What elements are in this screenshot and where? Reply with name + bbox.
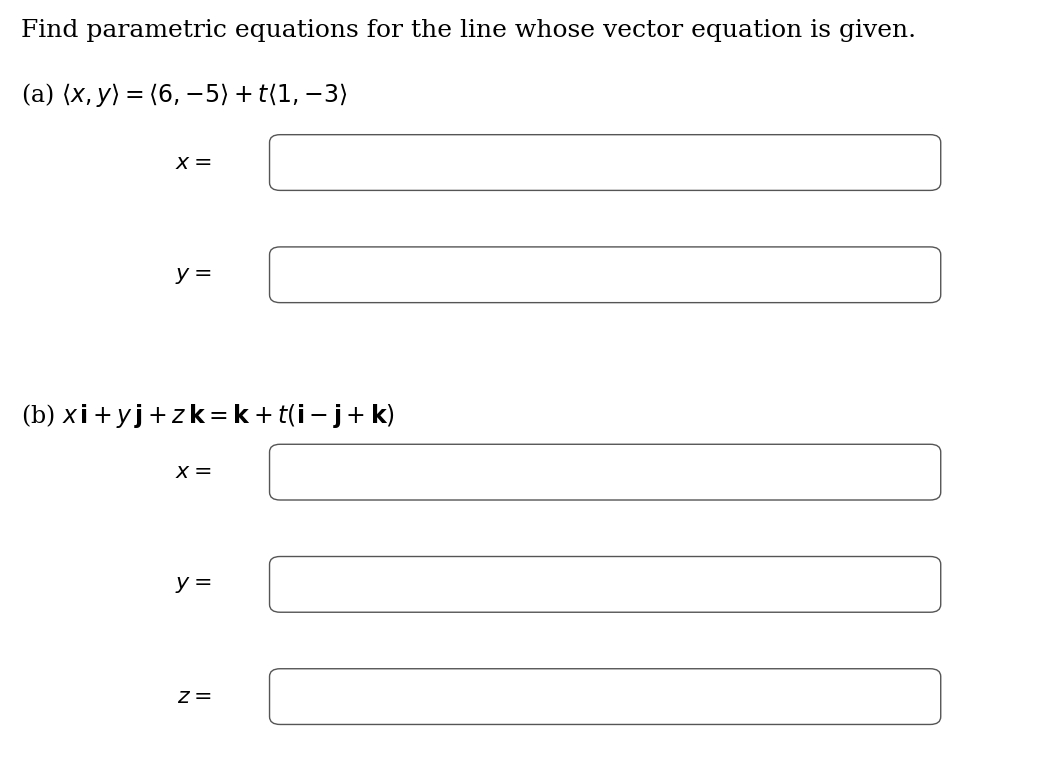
Text: $y =$: $y =$ [175, 574, 211, 595]
Text: (a) $\langle x, y\rangle = \langle 6, {-}5\rangle + t\langle 1, {-}3\rangle$: (a) $\langle x, y\rangle = \langle 6, {-… [21, 81, 348, 109]
Text: $z =$: $z =$ [178, 686, 211, 707]
FancyBboxPatch shape [270, 669, 941, 724]
FancyBboxPatch shape [270, 247, 941, 303]
FancyBboxPatch shape [270, 444, 941, 500]
Text: Find parametric equations for the line whose vector equation is given.: Find parametric equations for the line w… [21, 19, 916, 43]
Text: $x =$: $x =$ [175, 461, 211, 483]
FancyBboxPatch shape [270, 135, 941, 190]
FancyBboxPatch shape [270, 557, 941, 612]
Text: $y =$: $y =$ [175, 264, 211, 286]
Text: (b) $x\,\mathbf{i} + y\,\mathbf{j} + z\,\mathbf{k} = \mathbf{k} + t(\mathbf{i} -: (b) $x\,\mathbf{i} + y\,\mathbf{j} + z\,… [21, 402, 395, 430]
Text: $x =$: $x =$ [175, 152, 211, 173]
